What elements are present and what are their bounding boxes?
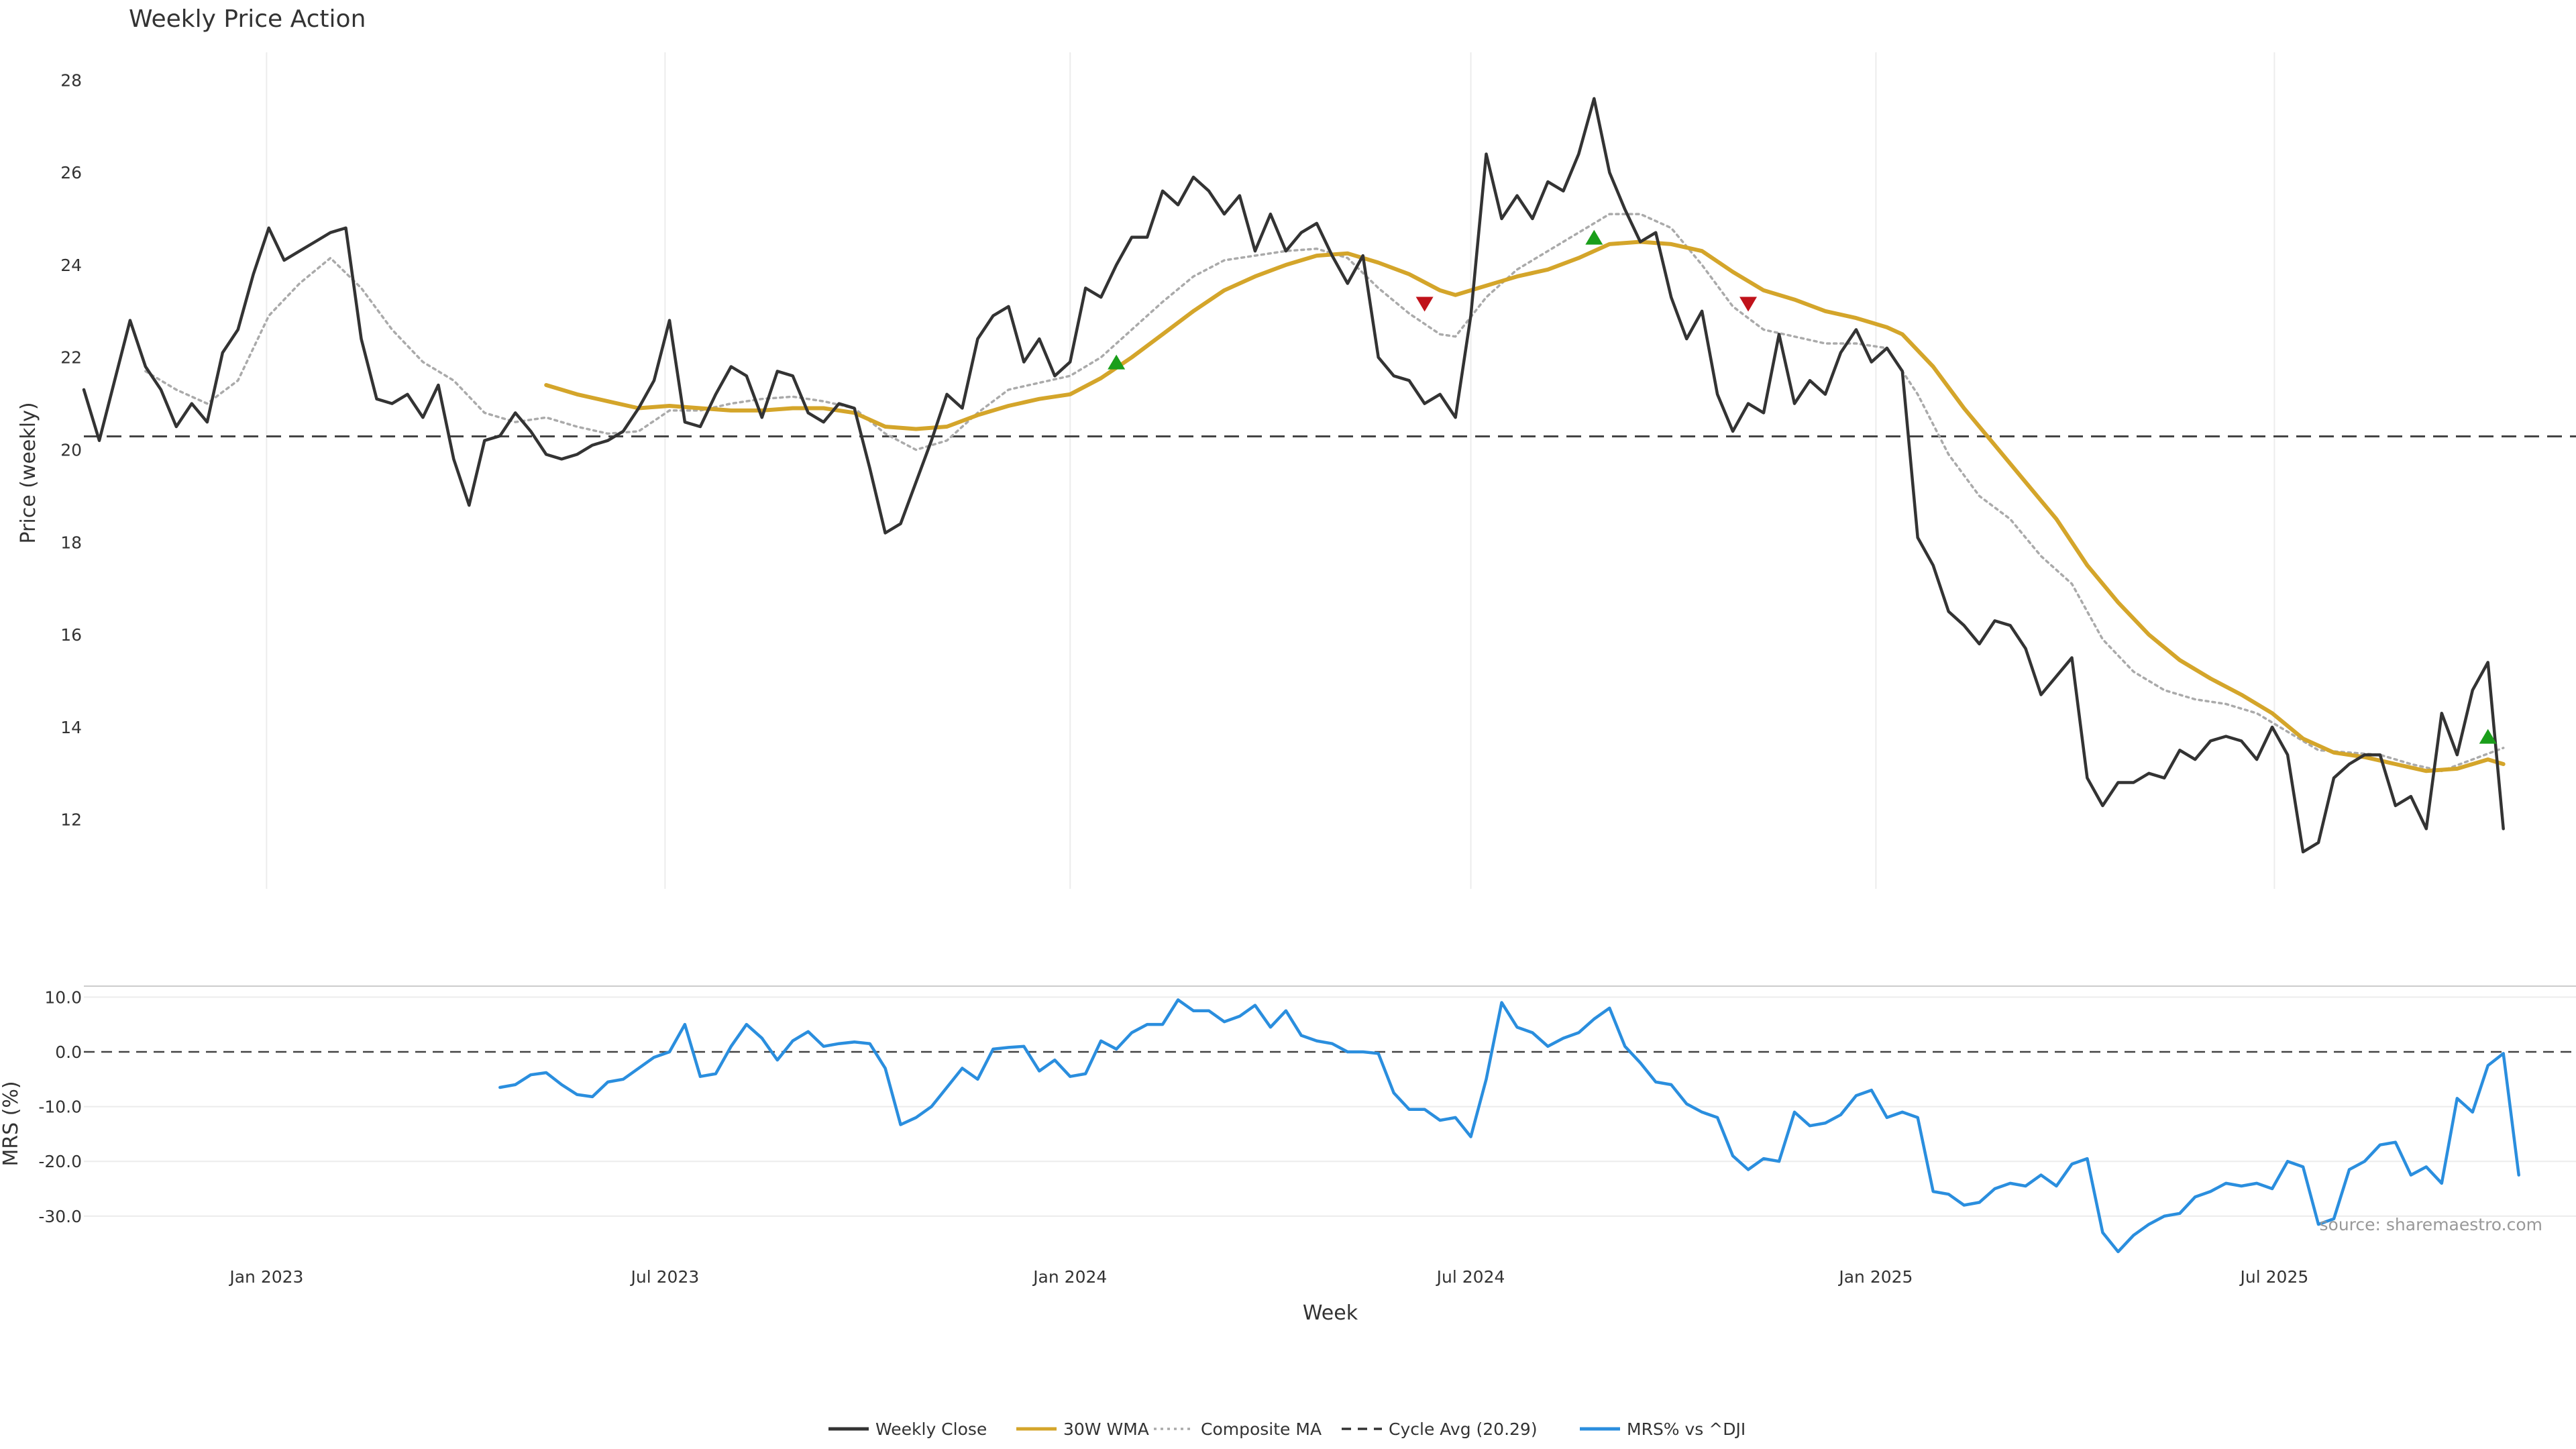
price-y-tick-label: 24: [60, 256, 82, 275]
x-axis-ticks: Jan 2023 Jul 2023 Jan 2024 Jul 2024 Jan 2025…: [228, 1267, 2308, 1287]
signal-markers: [1108, 229, 2497, 744]
mrs-y-tick-label: -20.0: [38, 1152, 82, 1171]
x-tick-label: Jan 2025: [1837, 1267, 1913, 1287]
mrs-line: [498, 998, 2520, 1254]
buy-signal-marker: [2479, 729, 2497, 744]
sell-signal-marker: [1415, 297, 1434, 312]
buy-signal-marker: [1585, 229, 1603, 245]
mrs-y-tick-label: 0.0: [55, 1042, 82, 1062]
x-tick-label: Jul 2023: [630, 1267, 700, 1287]
price-y-ticks: 12 14 16 18 20 22 24 26 28: [60, 70, 82, 829]
legend-label: Cycle Avg (20.29): [1389, 1419, 1538, 1439]
x-tick-label: Jan 2024: [1032, 1267, 1107, 1287]
buy-signal-marker: [1108, 354, 1126, 370]
price-series: [82, 97, 2506, 854]
price-grid: [266, 52, 2275, 889]
mrs-y-axis-label: MRS (%): [0, 1081, 23, 1166]
x-tick-label: Jan 2023: [228, 1267, 303, 1287]
mrs-grid: [84, 996, 2576, 1217]
price-y-tick-label: 26: [60, 163, 82, 182]
mrs-y-tick-label: -10.0: [38, 1097, 82, 1117]
price-y-tick-label: 16: [60, 625, 82, 645]
mrs-series: [498, 998, 2520, 1254]
price-y-tick-label: 28: [60, 70, 82, 90]
source-note: source: sharemaestro.com: [2320, 1215, 2543, 1234]
mrs-y-tick-label: -30.0: [38, 1207, 82, 1226]
chart-title: Weekly Price Action: [129, 5, 366, 33]
sell-signal-marker: [1739, 297, 1758, 312]
weekly-close-line: [82, 97, 2505, 854]
price-y-tick-label: 14: [60, 718, 82, 737]
price-y-tick-label: 22: [60, 348, 82, 368]
price-y-axis-label: Price (weekly): [17, 402, 40, 543]
x-tick-label: Jul 2024: [1436, 1267, 1505, 1287]
price-y-tick-label: 20: [60, 440, 82, 460]
legend-label: 30W WMA: [1063, 1419, 1149, 1439]
mrs-y-tick-label: 10.0: [44, 987, 82, 1007]
legend-label: Weekly Close: [875, 1419, 987, 1439]
legend: Weekly Close 30W WMA Composite MA Cycle Avg…: [828, 1419, 1746, 1439]
price-y-tick-label: 18: [60, 533, 82, 552]
x-axis-label: Week: [1303, 1301, 1358, 1325]
legend-label: Composite MA: [1201, 1419, 1322, 1439]
wma-30w-line: [544, 239, 2506, 773]
price-y-tick-label: 12: [60, 810, 82, 830]
x-tick-label: Jul 2025: [2239, 1267, 2309, 1287]
legend-label: MRS% vs ^DJI: [1627, 1419, 1746, 1439]
mrs-y-ticks: 10.0 0.0 -10.0 -20.0 -30.0: [38, 987, 82, 1226]
composite-ma-line: [144, 213, 2505, 773]
